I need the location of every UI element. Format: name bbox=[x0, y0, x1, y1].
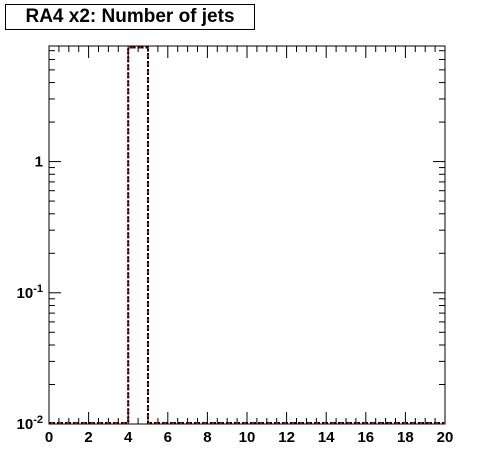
x-tick-label: 16 bbox=[357, 429, 374, 446]
x-tick-label: 8 bbox=[203, 429, 211, 446]
x-tick-label: 6 bbox=[164, 429, 172, 446]
major-ticks bbox=[48, 46, 446, 425]
x-tick-label: 20 bbox=[437, 429, 454, 446]
y-tick-exponent: -1 bbox=[33, 283, 43, 295]
x-tick-label: 12 bbox=[278, 429, 295, 446]
x-tick-label: 14 bbox=[318, 429, 335, 446]
histogram-bars bbox=[49, 46, 445, 424]
y-tick-label: 1 bbox=[35, 154, 43, 171]
y-tick-base: 10 bbox=[17, 416, 34, 433]
plot-frame bbox=[48, 45, 446, 425]
y-tick-labels: 110-110-2 bbox=[17, 154, 43, 433]
minor-ticks bbox=[49, 46, 445, 424]
x-tick-label: 2 bbox=[84, 429, 92, 446]
histogram-series-2 bbox=[49, 46, 445, 424]
y-tick-label: 10-2 bbox=[17, 414, 43, 433]
histogram-series-1 bbox=[49, 46, 445, 424]
x-tick-label: 4 bbox=[124, 429, 133, 446]
x-tick-label: 10 bbox=[239, 429, 256, 446]
x-tick-label: 0 bbox=[45, 429, 53, 446]
x-tick-labels: 0 2 4 6 8 10 12 14 16 18 20 bbox=[45, 429, 454, 446]
y-tick-exponent: -2 bbox=[33, 414, 43, 426]
x-tick-label: 18 bbox=[397, 429, 414, 446]
y-tick-label: 10-1 bbox=[17, 283, 43, 302]
y-tick-base: 10 bbox=[17, 285, 34, 302]
chart-title: RA4 x2: Number of jets bbox=[5, 4, 255, 30]
